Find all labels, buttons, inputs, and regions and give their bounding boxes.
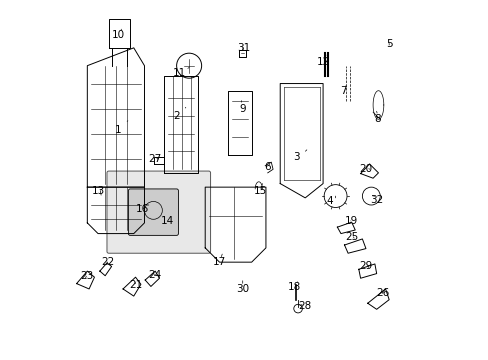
Text: 2: 2 xyxy=(173,111,180,121)
Text: 15: 15 xyxy=(253,186,266,196)
Text: 30: 30 xyxy=(236,284,249,294)
Text: 31: 31 xyxy=(237,43,250,53)
Text: 3: 3 xyxy=(292,152,299,162)
Text: 4: 4 xyxy=(326,197,333,206)
Text: 7: 7 xyxy=(340,86,346,96)
Text: 6: 6 xyxy=(264,162,270,172)
Text: 27: 27 xyxy=(147,154,161,163)
Text: 8: 8 xyxy=(374,114,380,124)
Text: 9: 9 xyxy=(239,104,245,113)
Text: 22: 22 xyxy=(101,257,114,267)
Text: 21: 21 xyxy=(129,280,142,291)
Text: 13: 13 xyxy=(91,186,104,196)
Text: 11: 11 xyxy=(172,68,186,78)
Text: 26: 26 xyxy=(376,288,389,297)
Text: 28: 28 xyxy=(297,301,310,311)
Text: 24: 24 xyxy=(147,270,161,280)
Text: 32: 32 xyxy=(369,195,383,204)
Text: 20: 20 xyxy=(359,164,372,174)
Text: 18: 18 xyxy=(287,282,301,292)
Text: 1: 1 xyxy=(114,125,121,135)
Text: 23: 23 xyxy=(80,271,93,282)
Text: 19: 19 xyxy=(344,216,357,226)
Text: 25: 25 xyxy=(345,232,358,242)
FancyBboxPatch shape xyxy=(128,189,178,235)
Text: 12: 12 xyxy=(316,57,329,67)
Text: 17: 17 xyxy=(212,257,225,267)
FancyBboxPatch shape xyxy=(107,171,210,253)
Text: 10: 10 xyxy=(112,30,125,40)
Text: 29: 29 xyxy=(359,261,372,271)
Text: 14: 14 xyxy=(161,216,174,226)
Text: 5: 5 xyxy=(385,39,392,49)
Text: 16: 16 xyxy=(136,203,149,213)
